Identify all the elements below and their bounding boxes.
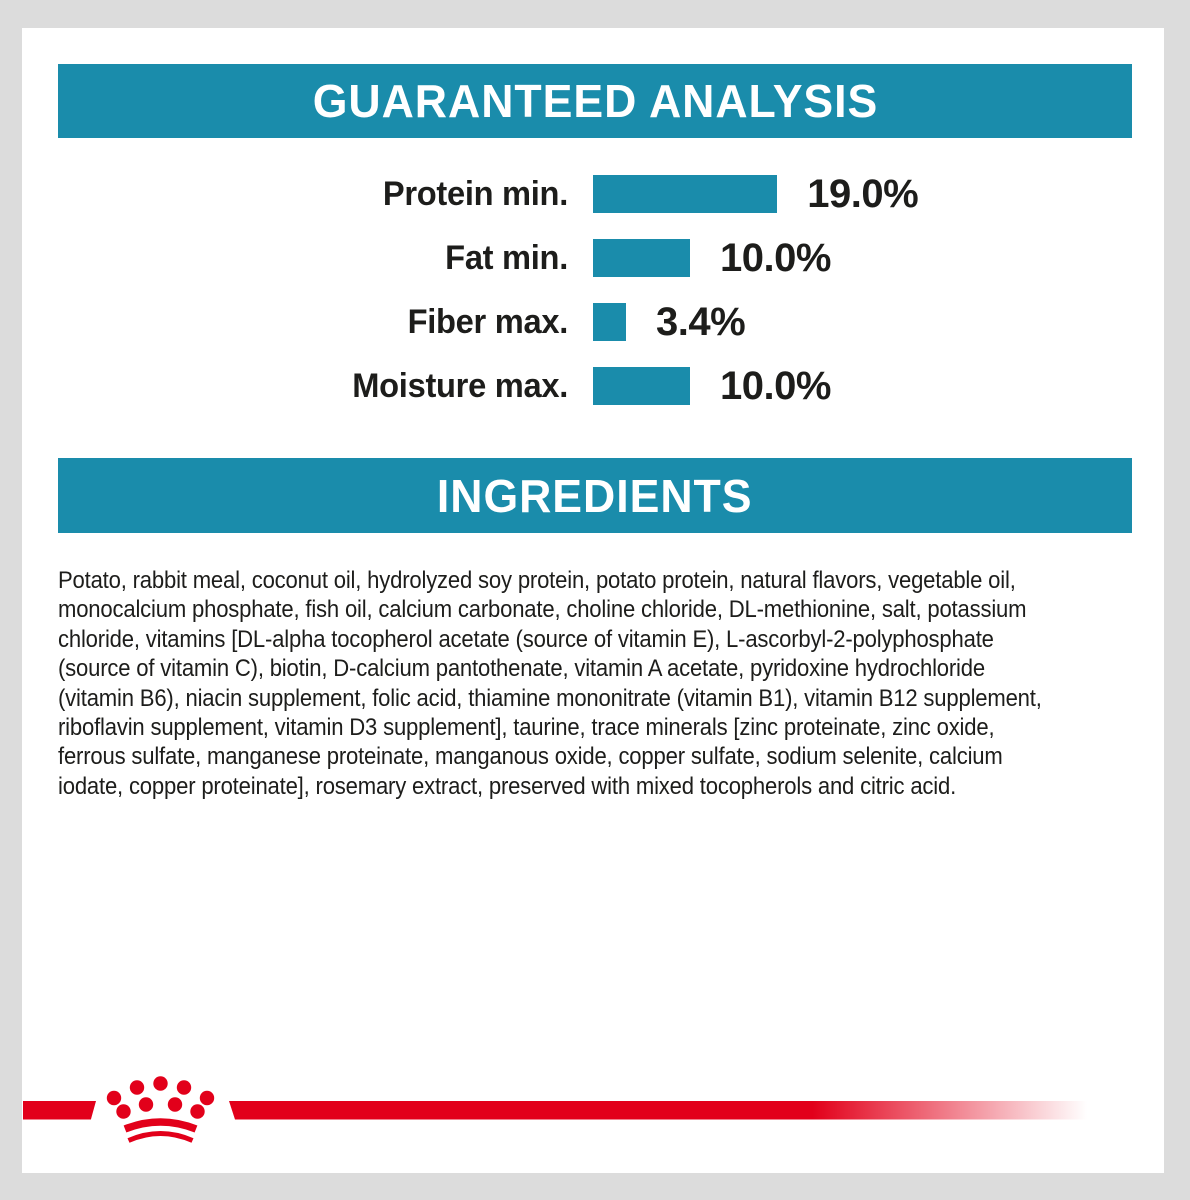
ingredients-text-line: monocalcium phosphate, fish oil, calcium… — [58, 596, 1027, 624]
analysis-row-protein: Protein min. 19.0% — [22, 172, 1164, 216]
royal-canin-crown-icon — [98, 1068, 226, 1146]
analysis-row-fat: Fat min. 10.0% — [22, 236, 1164, 280]
analysis-bar — [593, 303, 626, 341]
analysis-bar — [593, 239, 690, 277]
ingredients-title: INGREDIENTS — [437, 469, 753, 522]
ingredients-text-line: chloride, vitamins [DL-alpha tocopherol … — [58, 625, 994, 653]
analysis-label: Moisture max. — [352, 366, 568, 405]
red-divider-stripe-right — [229, 1101, 1087, 1120]
ingredients-text-line: (source of vitamin C), biotin, D-calcium… — [58, 655, 985, 683]
analysis-bar — [593, 175, 778, 213]
content-panel: GUARANTEED ANALYSIS Protein min. 19.0% F… — [22, 28, 1164, 1173]
analysis-bar — [593, 367, 690, 405]
analysis-label: Fat min. — [445, 238, 568, 277]
guaranteed-analysis-title: GUARANTEED ANALYSIS — [312, 75, 878, 127]
ingredients-text-line: ferrous sulfate, manganese proteinate, m… — [58, 743, 1003, 771]
ingredients-header: INGREDIENTS — [58, 458, 1132, 533]
analysis-value: 19.0% — [807, 171, 919, 216]
analysis-label: Protein min. — [382, 174, 568, 213]
analysis-row-moisture: Moisture max. 10.0% — [22, 364, 1164, 408]
ingredients-text-line: Potato, rabbit meal, coconut oil, hydrol… — [58, 567, 1016, 594]
analysis-value: 10.0% — [720, 235, 831, 280]
guaranteed-analysis-header: GUARANTEED ANALYSIS — [58, 64, 1132, 138]
analysis-label: Fiber max. — [407, 302, 569, 341]
ingredients-text-line: iodate, copper proteinate], rosemary ext… — [58, 772, 957, 800]
ingredients-text-line: riboflavin supplement, vitamin D3 supple… — [58, 714, 995, 742]
ingredients-text-line: (vitamin B6), niacin supplement, folic a… — [58, 684, 1042, 712]
ingredients-paragraph: Potato, rabbit meal, coconut oil, hydrol… — [58, 566, 1136, 801]
analysis-row-fiber: Fiber max. 3.4% — [22, 300, 1164, 344]
red-divider-stripe-left — [23, 1101, 96, 1120]
analysis-value: 3.4% — [656, 299, 746, 344]
analysis-value: 10.0% — [720, 363, 831, 408]
